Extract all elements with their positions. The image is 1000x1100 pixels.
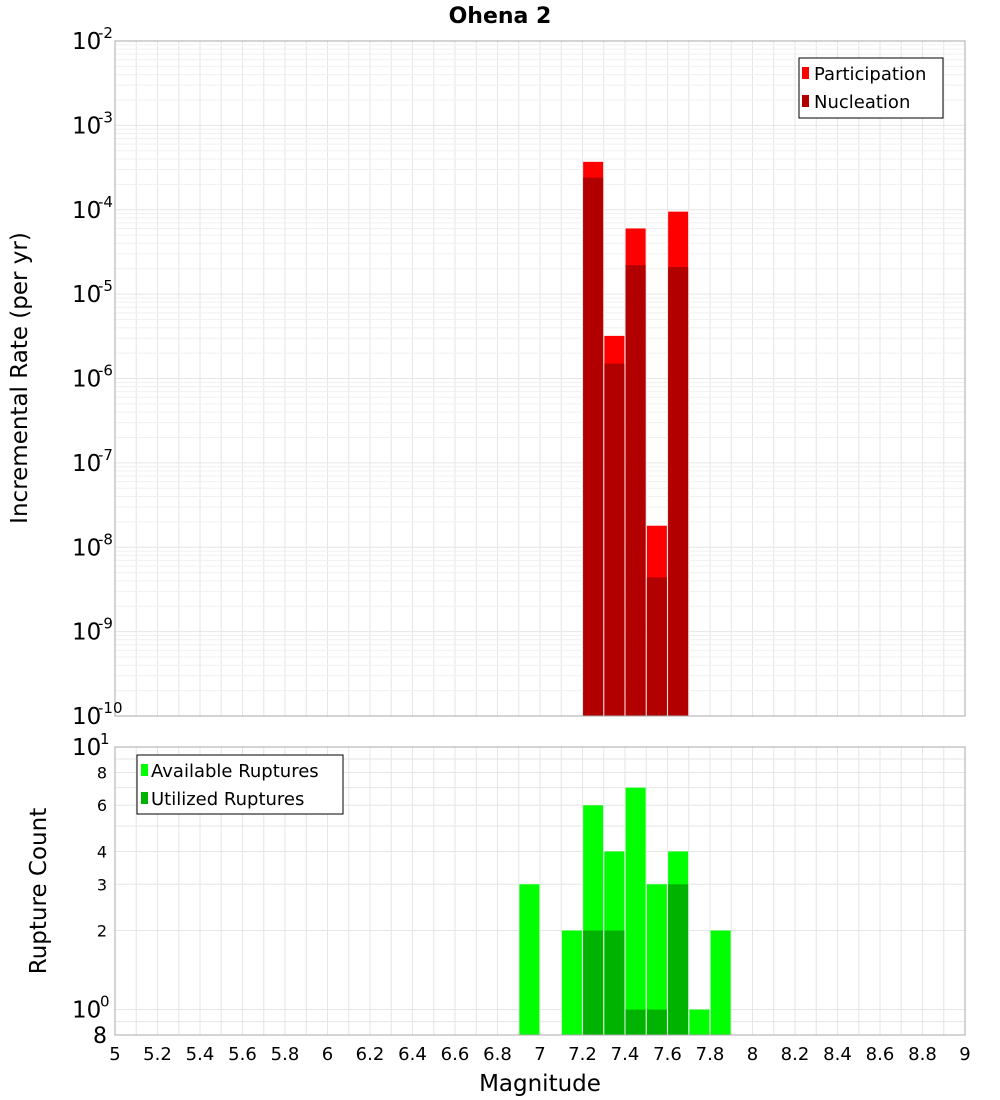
top-y-tick-exponent: -4 (98, 193, 113, 211)
x-tick-label: 5 (109, 1044, 120, 1065)
nucleation-bar (625, 265, 646, 716)
top-y-tick-label: 10 (72, 535, 101, 561)
x-tick-label: 6.8 (483, 1044, 512, 1065)
top-y-tick-label: 10 (72, 451, 101, 477)
top-y-tick-label: 10 (72, 704, 101, 730)
x-tick-label: 6.6 (441, 1044, 470, 1065)
bottom-y-tick-label: 6 (97, 796, 107, 815)
bottom-y-tick-label: 8 (93, 1024, 107, 1049)
x-tick-label: 9 (959, 1044, 970, 1065)
top-y-tick-exponent: -3 (98, 108, 113, 126)
top-y-tick-label: 10 (72, 113, 101, 139)
chart-title: Ohena 2 (449, 4, 552, 29)
top-y-tick-exponent: -8 (98, 530, 113, 548)
top-plot-border (114, 40, 966, 717)
nucleation-swatch (802, 95, 809, 107)
x-tick-label: 5.6 (228, 1044, 257, 1065)
utilized-bar (604, 930, 625, 1035)
available-bar (710, 930, 731, 1035)
utilized-bar (668, 884, 689, 1035)
nucleation-bar (646, 577, 667, 716)
bottom-y-tick-label: 10 (72, 998, 101, 1024)
nucleation-bar (604, 363, 625, 716)
bottom-legend: Available Ruptures Utilized Ruptures (136, 754, 344, 815)
top-y-tick-label: 10 (72, 29, 101, 55)
bottom-y-tick-label: 3 (97, 875, 107, 894)
x-tick-label: 5.2 (143, 1044, 172, 1065)
bottom-y-tick-exponent: 1 (100, 730, 110, 748)
x-tick-label: 6.2 (356, 1044, 385, 1065)
bottom-plot-border (114, 746, 966, 1036)
x-tick-label: 7.4 (611, 1044, 640, 1065)
legend-utilized-label: Utilized Ruptures (151, 789, 304, 810)
top-y-tick-label: 10 (72, 620, 101, 646)
utilized-bar (583, 930, 604, 1035)
available-bar (689, 1009, 710, 1035)
x-tick-label: 5.8 (271, 1044, 300, 1065)
bottom-y-tick-label: 10 (72, 735, 101, 761)
top-legend: Participation Nucleation (798, 57, 944, 119)
top-gridlines (114, 41, 966, 717)
x-tick-label: 7.2 (568, 1044, 597, 1065)
top-y-tick-exponent: -7 (98, 446, 113, 464)
x-tick-label: 5.4 (186, 1044, 215, 1065)
legend-available-label: Available Ruptures (151, 761, 319, 782)
x-tick-label: 8.2 (781, 1044, 810, 1065)
nucleation-bar (583, 177, 604, 716)
bottom-gridlines (114, 746, 966, 1036)
participation-swatch (802, 67, 809, 79)
utilized-bar (625, 1009, 646, 1035)
available-bar (646, 884, 667, 1035)
legend-participation-label: Participation (814, 64, 926, 85)
top-y-tick-exponent: -6 (98, 362, 113, 380)
x-tick-labels: 5 5.2 5.4 5.6 5.8 6 6.2 6.4 6.6 6.8 7 7.2 7.4 7.6 7.8 8… (109, 1044, 970, 1065)
x-axis-label: Magnitude (479, 1071, 601, 1097)
available-bar (625, 787, 646, 1035)
x-tick-label: 6 (322, 1044, 333, 1065)
top-y-tick-label: 10 (72, 282, 101, 308)
available-swatch (141, 764, 148, 776)
nucleation-bar (668, 266, 689, 716)
x-tick-label: 8 (747, 1044, 758, 1065)
x-tick-label: 7.6 (653, 1044, 682, 1065)
top-y-tick-exponent: -9 (98, 615, 113, 633)
top-y-tick-exponent: -2 (98, 24, 113, 42)
bottom-y-tick-label: 8 (97, 763, 107, 782)
bottom-y-tick-label: 2 (97, 922, 107, 941)
top-bars (583, 161, 689, 716)
top-y-tick-label: 10 (72, 367, 101, 393)
x-tick-label: 6.4 (398, 1044, 427, 1065)
utilized-swatch (141, 792, 148, 804)
x-tick-label: 8.6 (866, 1044, 895, 1065)
bottom-y-axis-label: Rupture Count (26, 808, 52, 974)
x-tick-label: 8.8 (908, 1044, 937, 1065)
top-y-tick-label: 10 (72, 198, 101, 224)
top-y-axis-label: Incremental Rate (per yr) (7, 232, 33, 524)
x-tick-label: 7 (534, 1044, 545, 1065)
top-legend-box (798, 57, 944, 119)
bottom-y-tick-label: 4 (97, 842, 107, 861)
bottom-y-tick-exponent: 0 (100, 993, 110, 1011)
utilized-bar (646, 1009, 667, 1035)
bottom-legend-box (136, 754, 344, 815)
available-bar (561, 930, 582, 1035)
legend-nucleation-label: Nucleation (814, 92, 910, 113)
bottom-bars (519, 787, 731, 1035)
top-y-tick-exponent: -10 (98, 699, 123, 717)
x-tick-label: 7.8 (696, 1044, 725, 1065)
x-tick-label: 8.4 (823, 1044, 852, 1065)
top-y-tick-exponent: -5 (98, 277, 113, 295)
available-bar (519, 884, 540, 1035)
